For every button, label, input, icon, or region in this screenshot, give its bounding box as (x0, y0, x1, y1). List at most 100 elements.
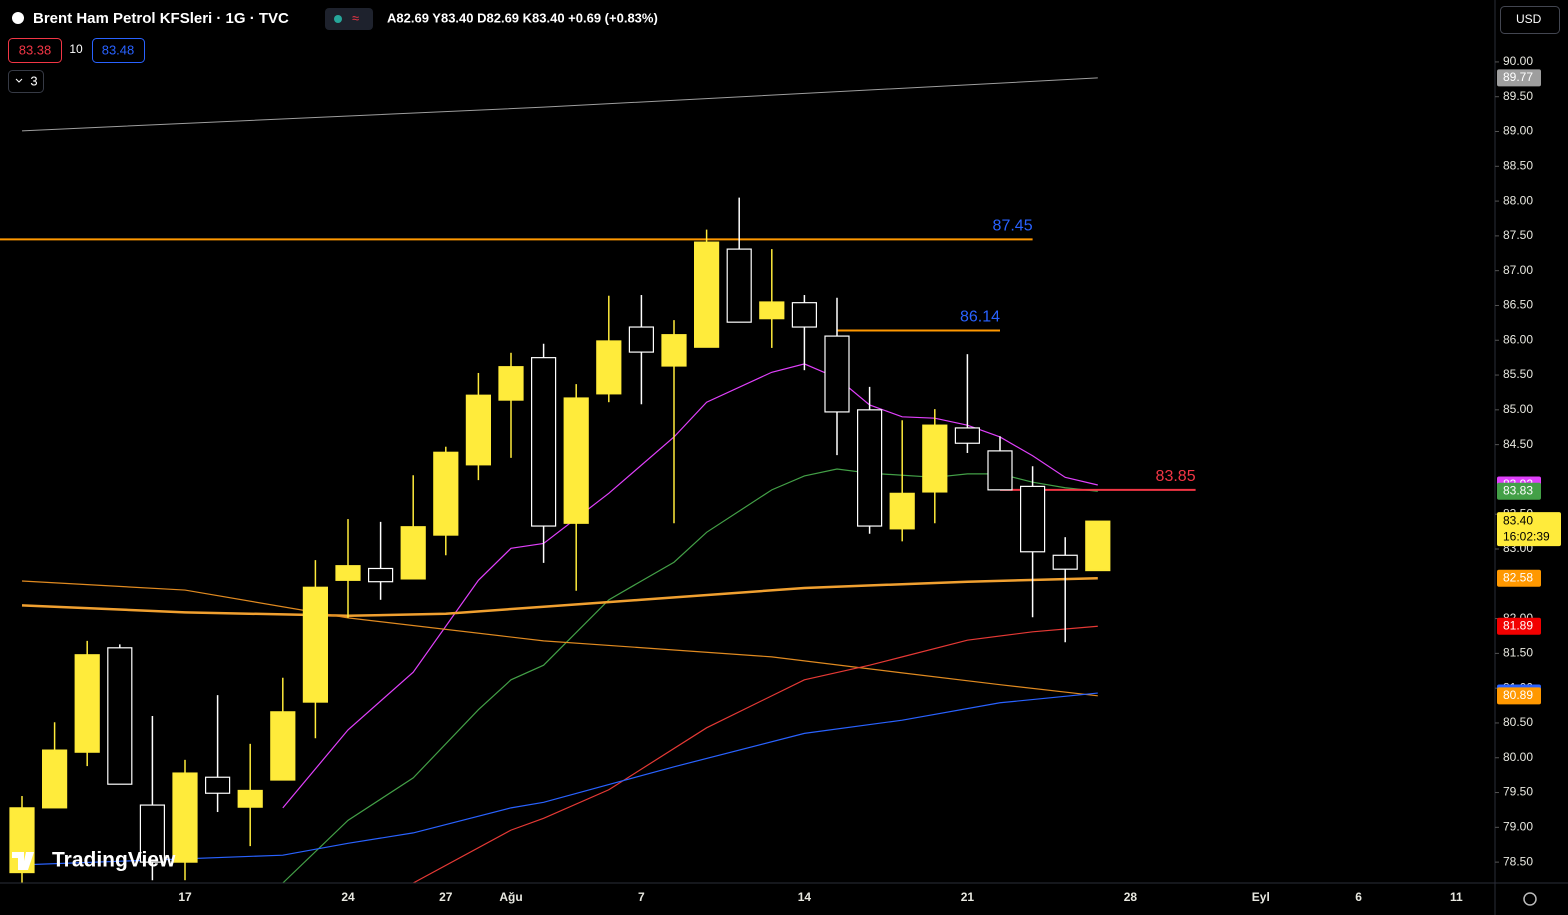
x-tick-label: 28 (1124, 890, 1138, 904)
candle-body (172, 772, 198, 863)
sell-button[interactable] (8, 38, 62, 63)
level-label: 86.14 (960, 309, 1000, 326)
logo-icon (12, 852, 34, 870)
price-badge (1497, 482, 1541, 500)
y-tick-label: 89.50 (1503, 89, 1533, 103)
candle-body (1019, 485, 1046, 553)
indicator-line (21, 692, 1098, 866)
y-tick-label: 88.00 (1503, 193, 1533, 207)
price-badge (1497, 617, 1541, 635)
candle-body (661, 334, 687, 367)
candle-body (759, 301, 785, 320)
x-tick-label: 6 (1355, 890, 1362, 904)
candle-body (302, 586, 328, 703)
x-tick-label: 11 (1450, 890, 1463, 904)
y-tick-label: 80.00 (1503, 750, 1533, 764)
candle-body (498, 366, 524, 401)
y-tick-label: 85.50 (1503, 367, 1533, 381)
indicator-line (21, 580, 1098, 697)
y-tick-label: 85.00 (1503, 402, 1533, 416)
price-badge-label: 83.40 (1503, 513, 1533, 527)
y-tick-label: 80.50 (1503, 715, 1533, 729)
indicator-line (21, 77, 1098, 132)
candle-body (270, 711, 296, 781)
price-badge (1497, 569, 1541, 587)
candle-body (335, 565, 361, 581)
title: Brent Ham Petrol KFSleri · 1G · TVC (33, 10, 289, 27)
candle-body (889, 492, 915, 530)
y-tick-label: 87.50 (1503, 228, 1533, 242)
x-tick-label: 21 (961, 890, 975, 904)
price-badge (1497, 69, 1541, 87)
price-badge-label: 82.58 (1503, 570, 1533, 584)
buy-price[interactable]: 83.48 (102, 42, 135, 57)
price-badge-label: 83.83 (1503, 483, 1533, 497)
candle-body (824, 335, 850, 413)
price-badge-label: 89.77 (1503, 70, 1533, 84)
y-tick-label: 88.50 (1503, 158, 1533, 172)
candle-body (74, 654, 100, 753)
ohlc: A82.69 Y83.40 D82.69 K83.40 +0.69 (+0.83… (387, 10, 658, 25)
axes: 90.00 89.50 89.00 88.50 88.00 87.50 87.00 86.50… (178, 54, 1561, 904)
candle-body (1085, 520, 1111, 572)
status-dot (334, 15, 342, 23)
candle-body (596, 340, 622, 395)
y-tick-label: 86.50 (1503, 298, 1533, 312)
buy-button[interactable] (92, 38, 145, 63)
candle-body (1052, 554, 1078, 570)
candle-body (530, 357, 557, 527)
chevron (15, 78, 23, 83)
candle-body (987, 450, 1013, 491)
currency-button[interactable] (1500, 6, 1560, 34)
candle-body (628, 326, 655, 353)
candle-body (563, 397, 589, 524)
candle-body (139, 804, 165, 863)
y-tick-label: 87.00 (1503, 263, 1533, 277)
y-tick-label: 86.00 (1503, 332, 1533, 346)
x-tick-label: 24 (341, 890, 355, 904)
x-tick-label: 7 (638, 890, 645, 904)
candle-body (433, 451, 459, 536)
candle-body (465, 394, 491, 466)
candle-body (693, 241, 720, 348)
y-tick-label: 79.00 (1503, 820, 1533, 834)
collapse-button[interactable] (8, 70, 44, 93)
x-tick-label: 17 (178, 890, 192, 904)
currency[interactable]: USD (1516, 12, 1542, 26)
y-tick-label: 84.50 (1503, 437, 1533, 451)
logo: TradingView (12, 849, 176, 872)
sell-price[interactable]: 83.38 (19, 42, 52, 57)
y-tick-label: 81.50 (1503, 646, 1533, 660)
plot-area: 87.45 86.14 83.85 (0, 77, 1196, 883)
price-badge (1497, 687, 1541, 705)
collapsed-count[interactable]: 3 (30, 73, 37, 88)
candle-body (368, 567, 394, 583)
x-tick-label: Ağu (499, 890, 522, 904)
candle-body (856, 409, 883, 527)
candle-body (41, 749, 68, 809)
header: Brent Ham Petrol KFSleri · 1G · TVC ≈ A8… (8, 6, 1560, 906)
x-tick-label: Eyl (1252, 890, 1270, 904)
candle-body (400, 526, 426, 580)
y-tick-label: 78.50 (1503, 854, 1533, 868)
indicator-line (412, 625, 1098, 883)
price-badge-label: 80.89 (1503, 688, 1533, 702)
y-tick-label: 90.00 (1503, 54, 1533, 68)
candle-body (726, 248, 752, 323)
candle-body (791, 302, 818, 328)
settings-icon[interactable] (1523, 892, 1537, 906)
y-tick-label: 79.50 (1503, 785, 1533, 799)
indicator-line (21, 576, 1098, 618)
candle-body (237, 789, 263, 808)
candle-body (205, 776, 231, 794)
price-badge (1497, 512, 1561, 547)
status-pill (325, 8, 373, 30)
x-tick-label: 14 (798, 890, 812, 904)
x-tick-label: 27 (439, 890, 453, 904)
candle-body (107, 647, 133, 785)
level-label: 87.45 (993, 218, 1033, 235)
y-tick-label: 89.00 (1503, 124, 1533, 138)
symbol-icon (12, 12, 24, 24)
candle-body (954, 427, 981, 444)
